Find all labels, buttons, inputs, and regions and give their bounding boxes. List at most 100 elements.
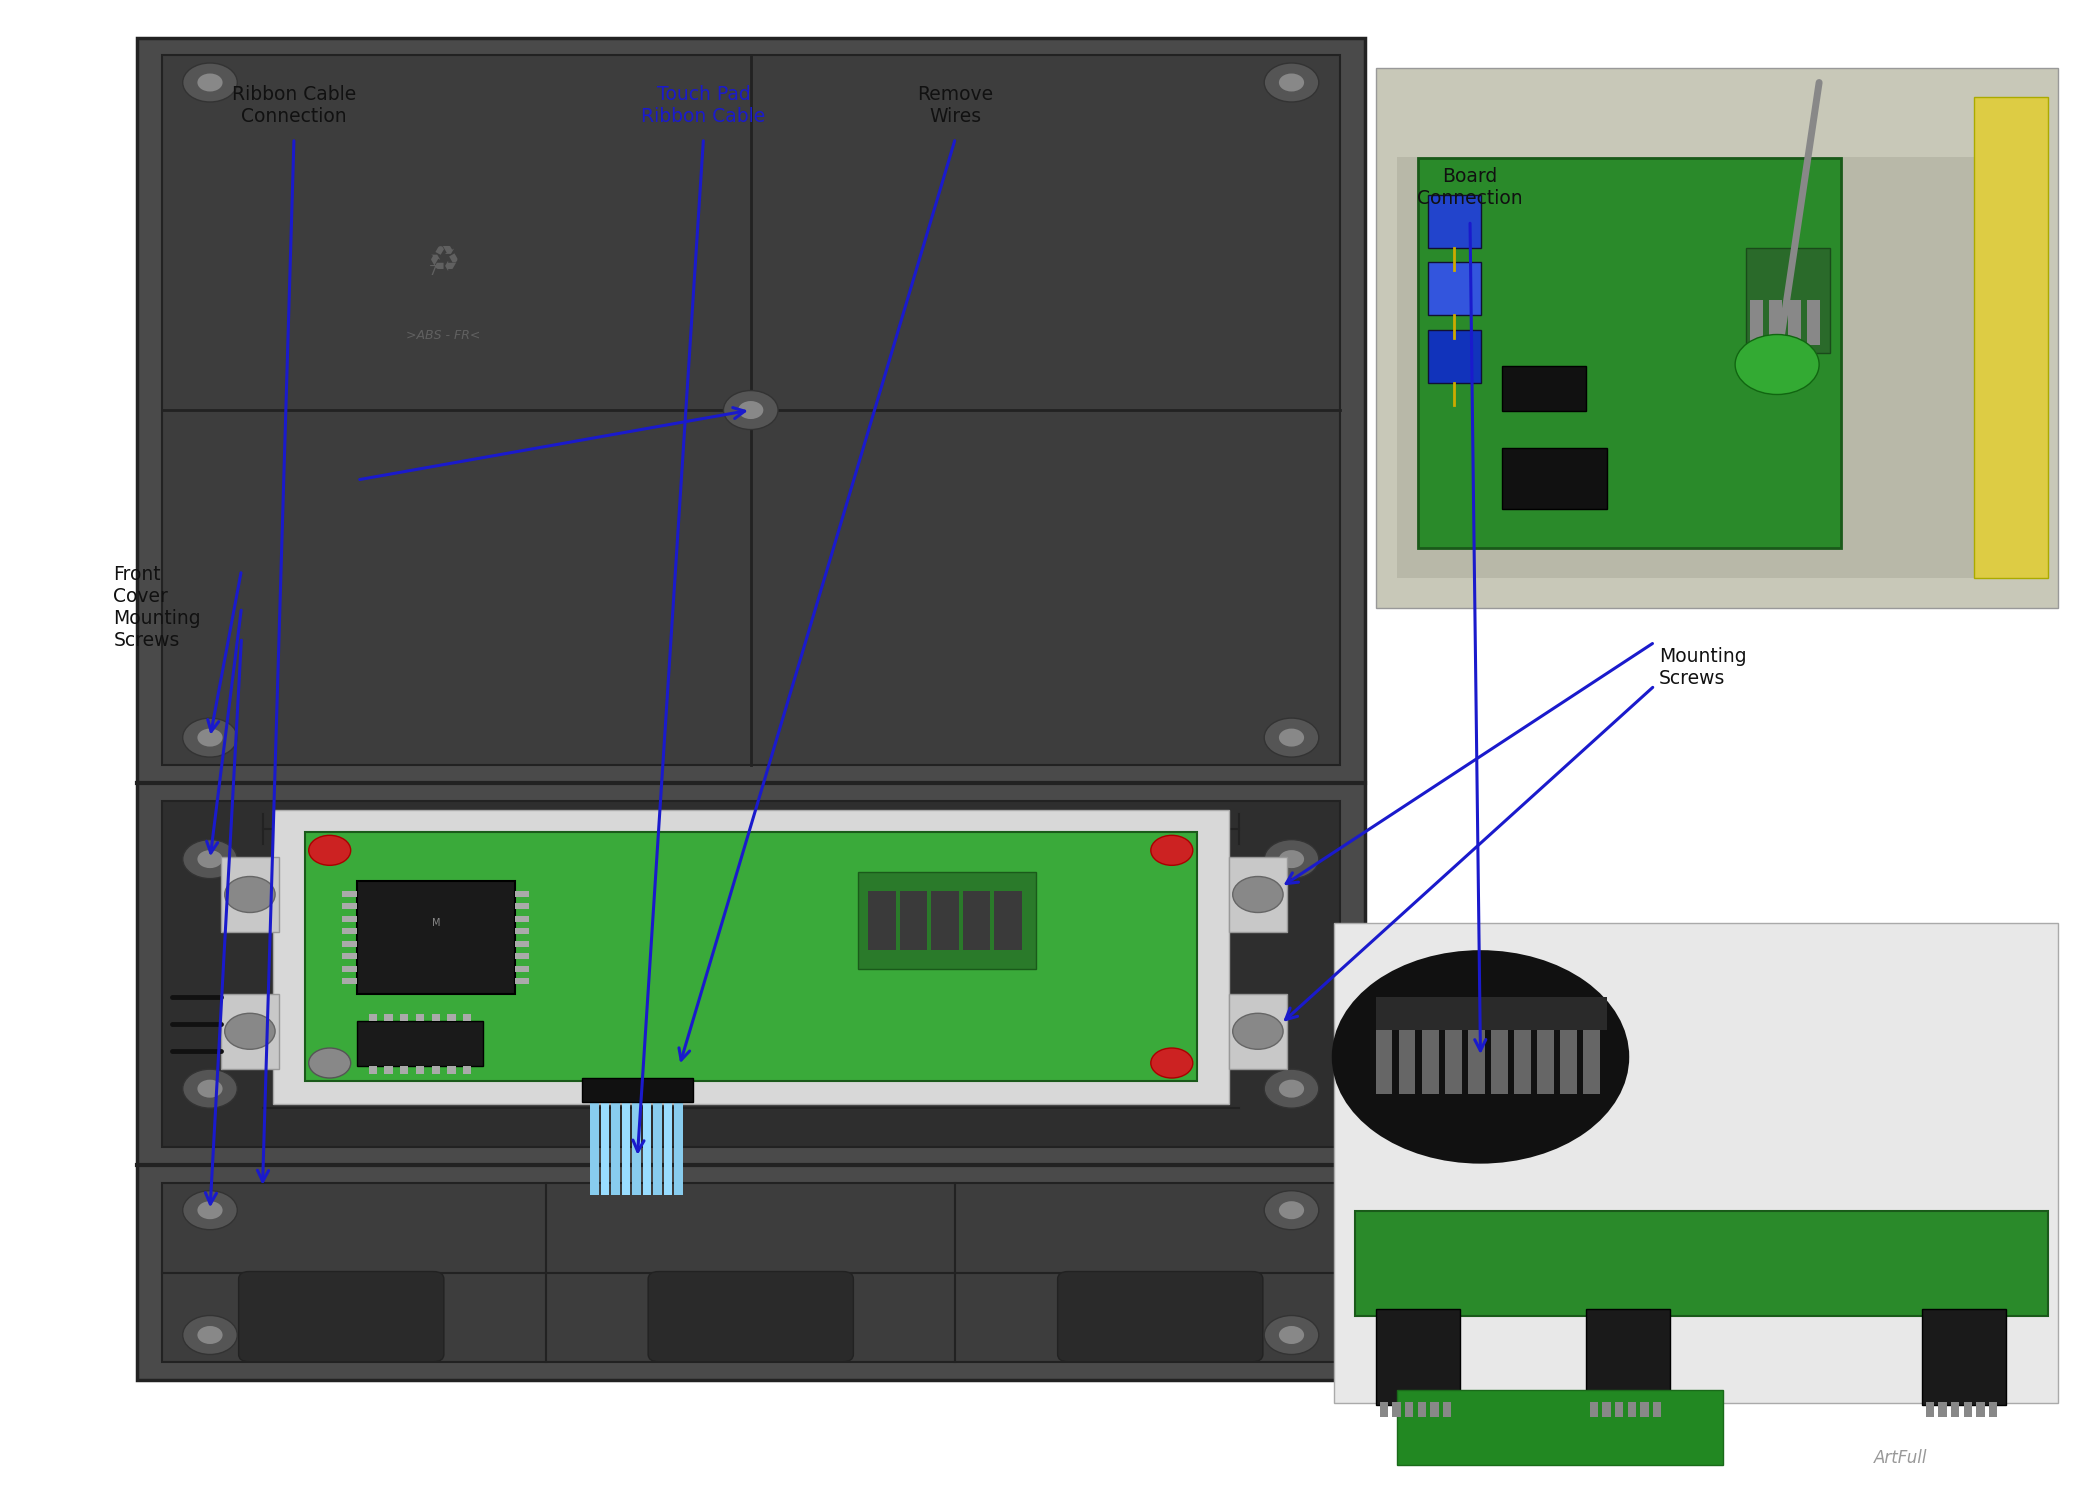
Bar [136, 38, 1365, 1380]
Bar [1430, 1401, 1439, 1416]
Bar [1751, 300, 1764, 345]
Circle shape [183, 63, 237, 102]
Bar [1976, 1401, 1984, 1416]
Bar [304, 833, 1197, 1082]
Text: Ribbon Cable
Connection: Ribbon Cable Connection [231, 84, 357, 126]
Bar [1586, 1308, 1670, 1404]
Circle shape [1264, 1191, 1319, 1230]
Bar [1628, 1401, 1636, 1416]
Circle shape [1264, 1316, 1319, 1354]
Circle shape [1279, 1080, 1304, 1098]
Bar [514, 966, 529, 972]
Bar [1380, 1401, 1388, 1416]
Bar [1399, 1020, 1415, 1095]
Bar [899, 891, 928, 950]
Circle shape [1279, 74, 1304, 92]
Bar [1228, 994, 1287, 1070]
Bar [1428, 330, 1480, 382]
Bar [1922, 1308, 2005, 1404]
Bar [342, 966, 357, 972]
Text: 7: 7 [428, 264, 437, 279]
Bar [273, 810, 1228, 1104]
Bar [1768, 300, 1781, 345]
Bar [399, 1066, 410, 1074]
Bar [1428, 262, 1480, 315]
Bar [582, 1078, 693, 1102]
Bar [433, 1066, 441, 1074]
Circle shape [1233, 1014, 1283, 1050]
Bar [514, 978, 529, 984]
Text: Mounting
Screws: Mounting Screws [1659, 646, 1747, 688]
Circle shape [1334, 952, 1628, 1162]
Bar [1376, 1308, 1459, 1404]
Bar [162, 801, 1340, 1148]
FancyBboxPatch shape [239, 1272, 443, 1362]
Circle shape [183, 1070, 237, 1108]
Bar [1938, 1401, 1947, 1416]
Circle shape [197, 74, 223, 92]
Bar [1653, 1401, 1661, 1416]
Bar [1376, 1020, 1392, 1095]
Bar [653, 1082, 662, 1196]
Bar [342, 940, 357, 946]
Circle shape [183, 1316, 237, 1354]
Bar [590, 1082, 598, 1196]
Text: Front
Cover
Mounting
Screws: Front Cover Mounting Screws [113, 566, 202, 650]
Bar [370, 1066, 378, 1074]
Bar [1537, 1020, 1554, 1095]
Bar [416, 1066, 424, 1074]
Bar [342, 928, 357, 934]
Bar [1491, 1020, 1508, 1095]
Bar [357, 1022, 483, 1066]
Circle shape [1264, 63, 1319, 102]
Text: M: M [430, 918, 441, 927]
Bar [1405, 1401, 1413, 1416]
Bar [1428, 195, 1480, 248]
Bar [1468, 1020, 1485, 1095]
Text: ArtFull: ArtFull [1873, 1449, 1928, 1467]
Bar [1602, 1401, 1611, 1416]
Bar [433, 1014, 441, 1022]
Circle shape [1279, 1326, 1304, 1344]
Circle shape [1151, 1048, 1193, 1078]
Circle shape [197, 729, 223, 747]
Bar [1228, 856, 1287, 932]
Circle shape [1264, 718, 1319, 758]
Bar [611, 1082, 619, 1196]
Bar [514, 916, 529, 922]
Circle shape [1735, 334, 1819, 394]
Circle shape [197, 1326, 223, 1344]
Circle shape [1279, 850, 1304, 868]
Bar [1443, 1401, 1451, 1416]
Bar [1502, 448, 1606, 509]
Bar [447, 1014, 456, 1022]
Bar [1396, 158, 2037, 578]
Bar [1376, 998, 1606, 1030]
Bar [1583, 1020, 1600, 1095]
Bar [1422, 1020, 1438, 1095]
Bar [1560, 1020, 1577, 1095]
Bar [370, 1014, 378, 1022]
Bar [1354, 1210, 2048, 1316]
Circle shape [183, 840, 237, 879]
Bar [1502, 366, 1586, 411]
Circle shape [1264, 1070, 1319, 1108]
FancyBboxPatch shape [649, 1272, 853, 1362]
Text: Board
Connection: Board Connection [1418, 166, 1522, 208]
Bar [462, 1066, 472, 1074]
Bar [995, 891, 1021, 950]
Bar [1747, 248, 1831, 352]
Bar [1926, 1401, 1934, 1416]
Bar [601, 1082, 609, 1196]
Bar [416, 1014, 424, 1022]
Bar [514, 903, 529, 909]
Circle shape [197, 1080, 223, 1098]
Bar [162, 56, 1340, 765]
Bar [1418, 158, 1840, 548]
Circle shape [739, 400, 764, 418]
Bar [962, 891, 991, 950]
Bar [342, 903, 357, 909]
Bar [622, 1082, 630, 1196]
Text: ♻: ♻ [428, 244, 460, 278]
Bar [399, 1014, 410, 1022]
